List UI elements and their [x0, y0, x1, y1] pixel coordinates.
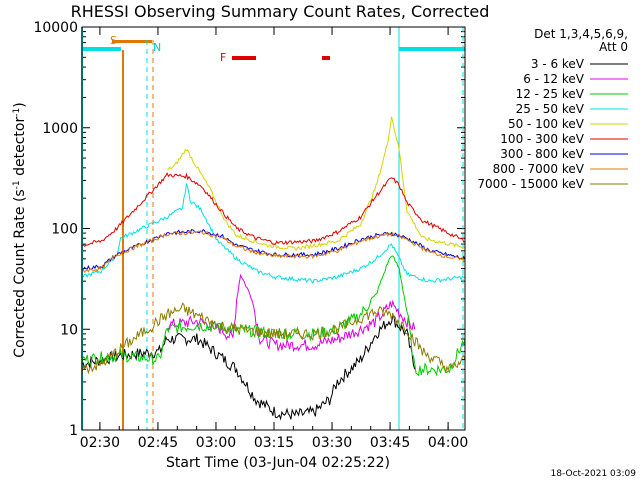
y-axis-label-main: Corrected Count Rate (s	[12, 189, 28, 357]
series-line-0	[81, 315, 416, 421]
y-tick-label: 1000	[42, 121, 78, 137]
saa-bar	[112, 40, 152, 43]
y-tick-label: 100	[51, 222, 78, 238]
legend-label: 3 - 6 keV	[531, 57, 585, 71]
x-tick-label: 03:00	[196, 435, 236, 451]
x-axis-label: Start Time (03-Jun-04 02:25:22)	[166, 455, 390, 471]
flare-bar-2	[322, 56, 330, 60]
y-tick-label: 10	[60, 322, 78, 338]
series-line-3	[81, 183, 466, 285]
legend-label: 100 - 300 keV	[500, 132, 584, 146]
legend-label: 25 - 50 keV	[516, 102, 585, 116]
legend-label: 12 - 25 keV	[516, 87, 585, 101]
axis-ticks: 1 10 100 1000 10000 02:30 02:45 03:00 03:15 03:30…	[33, 20, 468, 451]
y-axis-label-mid: detector	[12, 117, 28, 181]
x-tick-label: 02:30	[80, 435, 120, 451]
legend-header: Att 0	[599, 40, 628, 54]
plot-area	[82, 27, 465, 430]
y-axis-label-sup2: -1	[12, 108, 22, 117]
y-tick-label: 1	[69, 423, 78, 439]
data-series	[81, 116, 466, 421]
axes-frame	[81, 26, 466, 431]
series-line-7	[81, 229, 466, 274]
timestamp: 18-Oct-2021 03:09	[551, 469, 637, 479]
x-tick-label: 03:30	[312, 435, 352, 451]
x-tick-label: 03:15	[254, 435, 294, 451]
flare-bar-1	[232, 56, 256, 60]
legend-label: 6 - 12 keV	[523, 72, 585, 86]
y-tick-label: 10000	[33, 20, 78, 36]
legend-label: 300 - 800 keV	[500, 147, 584, 161]
chart-title: RHESSI Observing Summary Count Rates, Co…	[71, 2, 490, 21]
x-tick-label: 04:00	[428, 435, 468, 451]
night-label: N	[153, 41, 161, 54]
y-axis-label-sup1: -1	[12, 180, 22, 189]
legend-label: 50 - 100 keV	[508, 117, 585, 131]
saa-label: S	[110, 34, 117, 47]
night-bar-right	[399, 47, 465, 51]
series-line-8	[81, 302, 466, 375]
series-line-5	[81, 171, 466, 248]
legend-label: 800 - 7000 keV	[493, 162, 585, 176]
series-line-1	[166, 273, 416, 353]
x-tick-label: 03:45	[370, 435, 410, 451]
night-bar-left	[82, 47, 121, 51]
flare-label: F	[220, 51, 226, 64]
legend-label: 7000 - 15000 keV	[477, 177, 584, 191]
x-tick-label: 02:45	[138, 435, 178, 451]
legend-header: Det 1,3,4,5,6,9,	[534, 27, 628, 41]
y-axis-label-end: )	[12, 102, 28, 107]
y-axis-label: Corrected Count Rate (s-1 detector-1)	[12, 102, 28, 357]
